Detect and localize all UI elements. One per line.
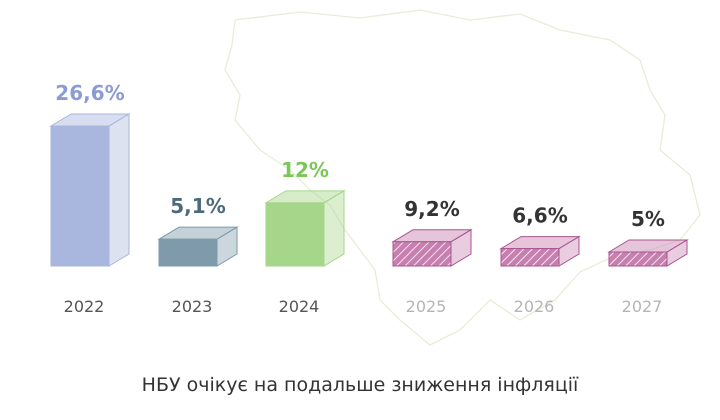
chart-title: НБУ очікує на подальше зниження інфляції [141, 374, 579, 396]
value-label-2023: 5,1% [170, 194, 225, 218]
year-label-2023: 2023 [172, 297, 213, 316]
value-label-2025: 9,2% [404, 197, 459, 221]
bar-2024 [265, 202, 325, 267]
bar-2026 [500, 248, 560, 267]
year-label-2026: 2026 [514, 297, 555, 316]
year-label-2022: 2022 [64, 297, 105, 316]
bar-2025 [392, 241, 452, 267]
value-label-2027: 5% [631, 207, 665, 231]
value-label-2026: 6,6% [512, 204, 567, 228]
bar-2027 [608, 251, 668, 267]
bar-side-2022 [108, 113, 130, 267]
year-label-2024: 2024 [279, 297, 320, 316]
bar-2022 [50, 125, 110, 267]
ukraine-map-outline [224, 9, 701, 346]
value-label-2022: 26,6% [55, 81, 124, 105]
value-label-2024: 12% [281, 158, 329, 182]
year-label-2027: 2027 [622, 297, 663, 316]
bar-2023 [158, 238, 218, 267]
year-label-2025: 2025 [406, 297, 447, 316]
bar-side-2024 [323, 189, 345, 267]
